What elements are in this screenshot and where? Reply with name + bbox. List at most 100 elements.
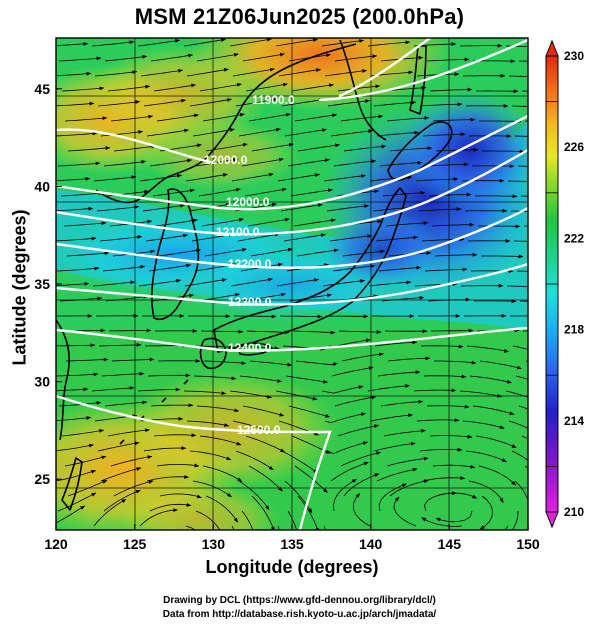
streamline — [428, 192, 472, 197]
streamline — [60, 191, 104, 197]
streamline — [380, 399, 424, 407]
streamline — [238, 480, 270, 511]
y-tick-label: 40 — [34, 178, 50, 194]
streamline — [422, 132, 466, 137]
streamline — [379, 160, 423, 167]
streamline — [424, 267, 468, 272]
streamline — [156, 113, 199, 122]
streamline — [514, 135, 528, 137]
streamline — [152, 188, 195, 197]
contour-label: 11900.0 — [252, 93, 295, 107]
streamline — [326, 204, 370, 212]
streamline — [61, 428, 105, 437]
y-axis-label: Latitude (degrees) — [9, 209, 30, 366]
streamline — [434, 360, 477, 365]
streamline — [238, 127, 281, 137]
streamline — [143, 98, 187, 107]
x-axis-ticks: 120 125 130 135 140 145 150 — [44, 524, 540, 552]
streamline — [64, 455, 107, 467]
streamline — [385, 221, 429, 227]
streamline — [63, 221, 107, 227]
streamline — [140, 68, 184, 77]
streamline — [511, 510, 519, 530]
height-contours — [56, 38, 528, 530]
streamline — [189, 450, 232, 461]
streamline — [288, 405, 331, 418]
streamline — [292, 330, 336, 335]
streamline — [479, 360, 522, 370]
streamline — [245, 82, 288, 92]
streamline — [518, 60, 528, 62]
streamline — [205, 495, 239, 523]
streamline — [57, 161, 101, 167]
streamline — [506, 285, 528, 287]
streamline — [56, 131, 98, 137]
streamline — [426, 57, 470, 62]
streamline — [138, 278, 182, 287]
streamline — [434, 252, 478, 257]
streamline — [373, 441, 416, 452]
streamline — [425, 162, 469, 167]
streamline — [285, 375, 328, 384]
streamline — [275, 38, 318, 47]
streamline — [287, 510, 298, 530]
streamline — [373, 100, 417, 107]
streamline — [334, 54, 378, 62]
colorbar-lower-triangle — [545, 511, 559, 529]
streamline — [143, 446, 187, 452]
streamline — [294, 113, 337, 122]
streamline — [139, 508, 179, 527]
streamline — [515, 375, 528, 380]
streamline — [508, 75, 528, 77]
streamline — [56, 176, 91, 182]
streamline — [383, 428, 427, 437]
streamline — [479, 495, 493, 530]
streamline — [229, 38, 272, 47]
streamline — [103, 489, 141, 512]
streamline — [415, 177, 459, 182]
streamline — [327, 441, 368, 455]
streamline — [195, 510, 221, 530]
streamline — [159, 493, 202, 499]
streamline — [423, 491, 457, 512]
colorbar-tick-label: 210 — [564, 505, 584, 519]
streamline — [146, 474, 190, 482]
streamline — [323, 174, 367, 182]
x-tick-label: 135 — [280, 536, 304, 552]
streamline — [247, 217, 290, 227]
streamline — [386, 116, 430, 122]
streamline — [416, 418, 460, 423]
streamline — [508, 420, 528, 429]
streamline — [189, 98, 232, 107]
streamline — [291, 83, 334, 92]
streamline — [431, 328, 474, 333]
streamline — [250, 247, 293, 257]
streamline — [519, 300, 528, 302]
streamline — [420, 344, 464, 349]
x-tick-label: 130 — [202, 536, 226, 552]
contour-12300 — [56, 262, 528, 306]
streamline — [389, 479, 429, 497]
contour-label: 12500.0 — [237, 423, 281, 437]
contour-label: 12300.0 — [228, 295, 272, 309]
streamline — [512, 345, 528, 350]
streamline — [481, 254, 524, 259]
y-tick-label: 35 — [34, 276, 50, 292]
streamline — [343, 473, 380, 497]
streamline — [370, 413, 413, 422]
streamline — [327, 99, 371, 107]
streamline — [239, 375, 283, 383]
colorbar-tick-label: 222 — [564, 231, 584, 245]
streamline — [482, 149, 525, 154]
streamline — [322, 279, 366, 287]
streamline — [375, 235, 419, 242]
streamline — [435, 510, 473, 523]
streamline — [241, 157, 284, 167]
streamline — [426, 404, 470, 409]
streamline — [186, 420, 230, 427]
streamline — [110, 455, 153, 467]
colorbar-upper-triangle — [545, 39, 559, 57]
x-tick-label: 140 — [359, 536, 383, 552]
streamline — [107, 84, 151, 92]
